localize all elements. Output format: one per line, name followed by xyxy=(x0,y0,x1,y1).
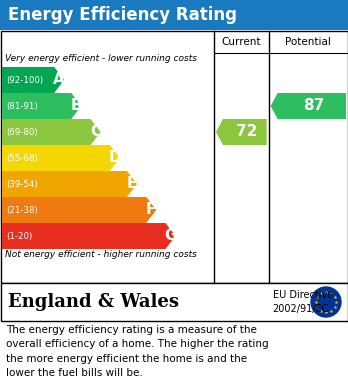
Text: F: F xyxy=(146,203,156,217)
Bar xyxy=(0,283,348,321)
Text: G: G xyxy=(164,228,177,244)
Text: B: B xyxy=(71,99,82,113)
Polygon shape xyxy=(216,119,267,145)
Text: Potential: Potential xyxy=(285,37,331,47)
Text: EU Directive
2002/91/EC: EU Directive 2002/91/EC xyxy=(272,291,333,314)
Polygon shape xyxy=(2,67,64,93)
Polygon shape xyxy=(2,197,156,223)
Text: A: A xyxy=(53,72,65,88)
Text: (81-91): (81-91) xyxy=(6,102,38,111)
Text: 72: 72 xyxy=(236,124,257,140)
Text: 87: 87 xyxy=(303,99,324,113)
Text: The energy efficiency rating is a measure of the
overall efficiency of a home. T: The energy efficiency rating is a measur… xyxy=(6,325,269,378)
Text: C: C xyxy=(90,124,101,140)
Circle shape xyxy=(311,287,341,317)
Text: England & Wales: England & Wales xyxy=(8,293,179,311)
Bar xyxy=(0,31,348,283)
Text: (92-100): (92-100) xyxy=(6,75,43,84)
Text: (69-80): (69-80) xyxy=(6,127,38,136)
Text: Not energy efficient - higher running costs: Not energy efficient - higher running co… xyxy=(5,250,197,259)
Text: (21-38): (21-38) xyxy=(6,206,38,215)
Text: (55-68): (55-68) xyxy=(6,154,38,163)
Text: E: E xyxy=(127,176,137,192)
Polygon shape xyxy=(2,171,137,197)
Text: (39-54): (39-54) xyxy=(6,179,38,188)
Text: Energy Efficiency Rating: Energy Efficiency Rating xyxy=(8,6,237,24)
Polygon shape xyxy=(2,93,81,119)
Polygon shape xyxy=(271,93,346,119)
Text: D: D xyxy=(109,151,121,165)
Polygon shape xyxy=(2,119,101,145)
Polygon shape xyxy=(2,223,175,249)
Polygon shape xyxy=(2,145,120,171)
Text: Very energy efficient - lower running costs: Very energy efficient - lower running co… xyxy=(5,54,197,63)
Text: (1-20): (1-20) xyxy=(6,231,32,240)
Text: Current: Current xyxy=(222,37,261,47)
Bar xyxy=(0,0,348,30)
